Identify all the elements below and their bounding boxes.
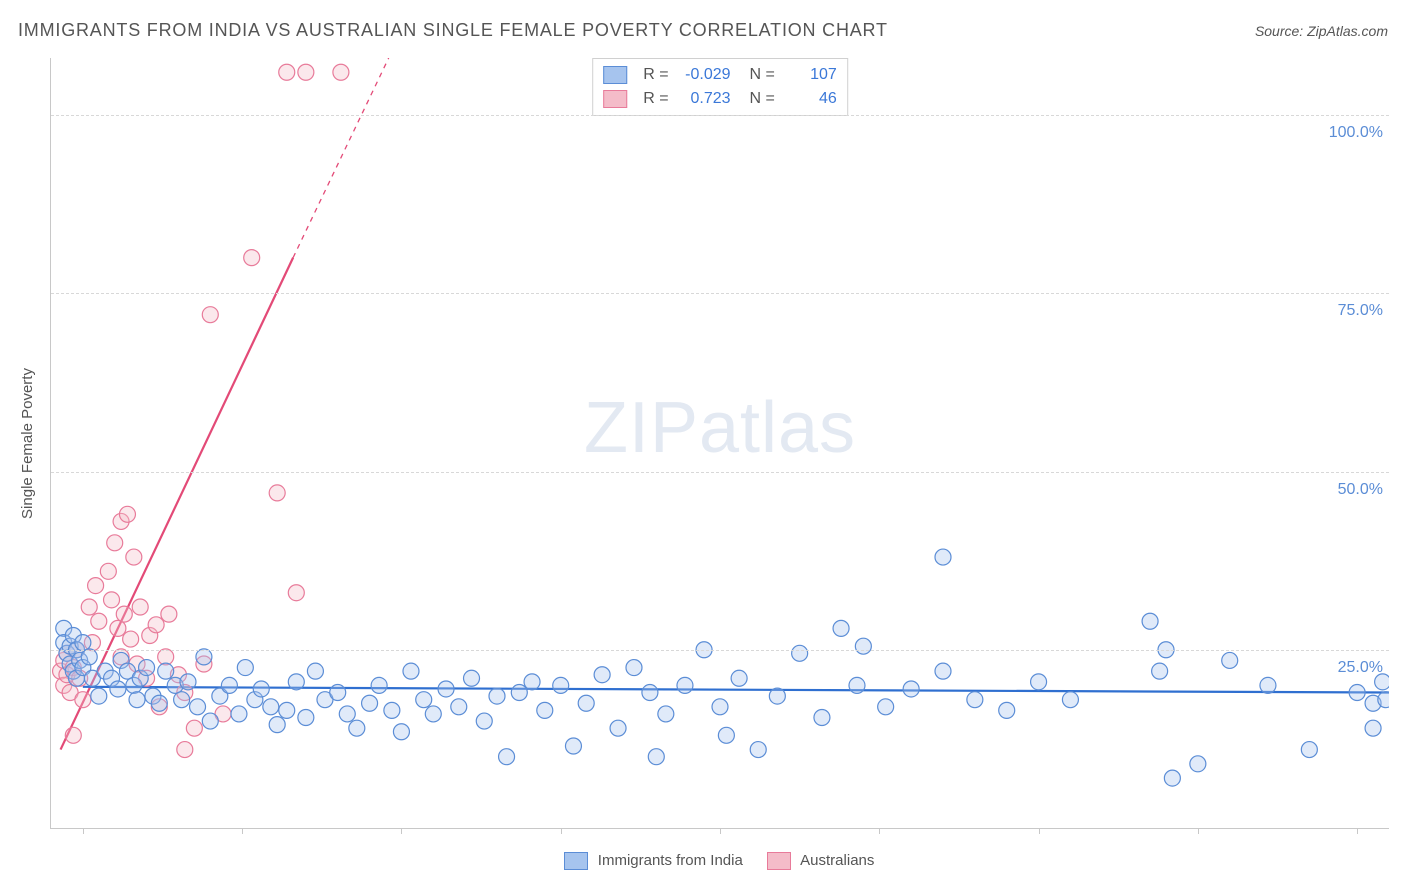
correlation-legend-box: R = -0.029 N = 107 R = 0.723 N = 46 — [592, 58, 848, 116]
swatch-india-icon — [603, 66, 627, 84]
plot-container: ZIPatlas R = -0.029 N = 107 R = 0.723 N … — [50, 58, 1388, 828]
n-value-australia: 46 — [785, 87, 837, 111]
r-value-australia: 0.723 — [679, 87, 731, 111]
y-axis-label: Single Female Poverty — [19, 368, 36, 519]
gridline-h — [51, 115, 1389, 116]
x-tick — [401, 828, 402, 834]
swatch-india-icon — [564, 852, 588, 870]
x-tick — [83, 828, 84, 834]
swatch-australia-icon — [767, 852, 791, 870]
y-tick-label: 75.0% — [1338, 302, 1383, 320]
x-tick — [1039, 828, 1040, 834]
gridline-h — [51, 650, 1389, 651]
series-legend: Immigrants from India Australians — [50, 848, 1388, 874]
x-tick — [1357, 828, 1358, 834]
gridline-h — [51, 293, 1389, 294]
legend-item-india: Immigrants from India — [564, 852, 743, 870]
source-label: Source: ZipAtlas.com — [1255, 23, 1388, 39]
swatch-australia-icon — [603, 90, 627, 108]
x-tick — [561, 828, 562, 834]
x-tick — [242, 828, 243, 834]
legend-label-australia: Australians — [800, 852, 874, 869]
y-tick-label: 100.0% — [1329, 124, 1383, 142]
y-tick-label: 25.0% — [1338, 659, 1383, 677]
chart-title: IMMIGRANTS FROM INDIA VS AUSTRALIAN SING… — [18, 20, 888, 41]
n-value-india: 107 — [785, 63, 837, 87]
legend-label-india: Immigrants from India — [598, 852, 743, 869]
gridline-h — [51, 472, 1389, 473]
x-tick — [1198, 828, 1199, 834]
x-tick — [720, 828, 721, 834]
x-tick — [879, 828, 880, 834]
legend-row-australia: R = 0.723 N = 46 — [603, 87, 837, 111]
r-value-india: -0.029 — [679, 63, 731, 87]
y-tick-label: 50.0% — [1338, 481, 1383, 499]
legend-item-australia: Australians — [767, 852, 875, 870]
legend-row-india: R = -0.029 N = 107 — [603, 63, 837, 87]
scatter-svg — [51, 58, 1389, 828]
plot-area: ZIPatlas R = -0.029 N = 107 R = 0.723 N … — [50, 58, 1389, 829]
